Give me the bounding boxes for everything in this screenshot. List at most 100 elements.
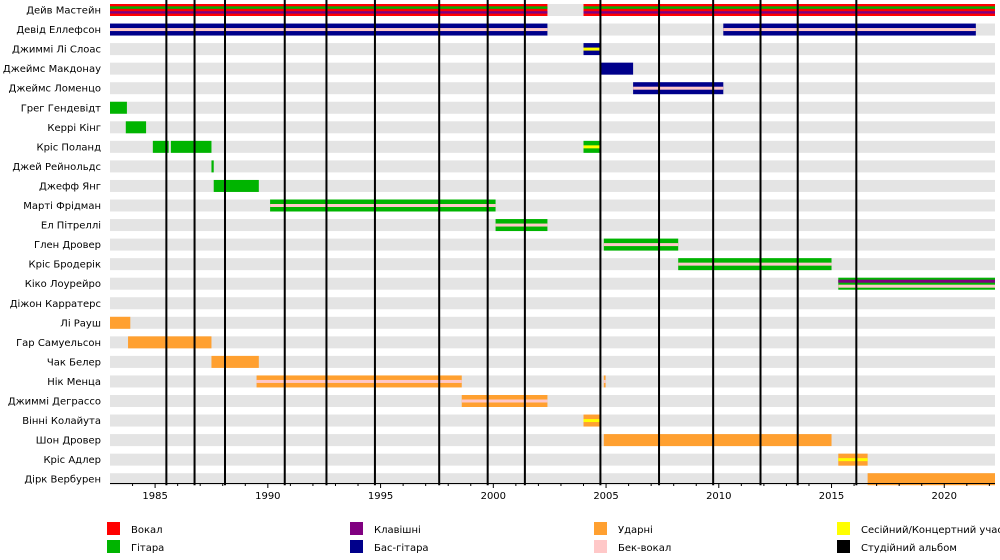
- member-bar: [213, 179, 259, 192]
- bar-backing: [495, 223, 548, 227]
- tick-label: 1985: [142, 491, 167, 502]
- row-stripe: [110, 179, 995, 192]
- tick-label: 2000: [481, 491, 506, 502]
- member-label: Кіко Лоурейро: [25, 278, 101, 290]
- bar-session: [583, 419, 601, 423]
- member-bar: [211, 355, 259, 368]
- legend-label: Бас-гітара: [374, 542, 429, 554]
- row-stripe: [110, 355, 995, 368]
- member-label: Джей Рейнольдс: [12, 162, 101, 173]
- member-label: Джефф Янг: [39, 181, 101, 192]
- member-bar: [110, 4, 548, 16]
- row-stripe: [110, 82, 995, 95]
- legend-swatch: [837, 522, 850, 535]
- row-stripes: [110, 4, 995, 486]
- member-bar: [256, 375, 462, 388]
- bar-vocals: [583, 4, 995, 16]
- x-axis: 1985 1990 1995 2000 2005 2010 2015 2020: [110, 483, 995, 502]
- member-label: Марті Фрідман: [23, 200, 101, 212]
- row-stripe: [110, 473, 995, 486]
- bar-session: [583, 47, 601, 51]
- member-bar: [583, 4, 995, 16]
- bar-session: [838, 458, 868, 462]
- legend: Вокал Гітара Клавішні Бас-гітара Ударні Бек-в…: [107, 522, 1000, 554]
- member-label: Глен Дровер: [34, 240, 101, 251]
- member-label: Девід Еллефсон: [16, 24, 101, 36]
- legend-swatch: [594, 540, 607, 553]
- member-label: Кріс Поланд: [36, 141, 101, 153]
- member-bar: [600, 62, 634, 75]
- bar-guitar: [838, 277, 995, 290]
- bar-guitar: [110, 6, 548, 9]
- row-stripe: [110, 316, 995, 329]
- member-label: Лі Рауш: [60, 317, 101, 329]
- row-stripe: [110, 219, 995, 232]
- member-label: Ел Пітреллі: [41, 220, 101, 232]
- bar-guitar: [211, 160, 214, 173]
- row-stripe: [110, 434, 995, 447]
- member-labels: Дейв Мастейн Девід Еллефсон Джиммі Лі Слоа…: [3, 6, 101, 486]
- row-stripe: [110, 453, 995, 466]
- bar-bass: [600, 62, 634, 75]
- member-bar: [838, 277, 995, 290]
- bar-guitar: [110, 101, 127, 114]
- bar-guitar: [125, 121, 147, 134]
- bar-keys: [110, 11, 548, 14]
- bar-drums: [110, 316, 131, 329]
- album-lines: [165, 0, 858, 486]
- member-label: Нік Менца: [47, 376, 101, 388]
- bar-backing: [723, 28, 976, 32]
- legend-swatch: [594, 522, 607, 535]
- member-label: Джеймс Макдонау: [3, 64, 101, 75]
- member-bar: [603, 238, 679, 251]
- member-bar: [633, 82, 724, 95]
- legend-item-keys: Клавішні: [350, 522, 421, 536]
- bar-backing: [256, 379, 462, 383]
- legend-item-guitar: Гітара: [107, 540, 164, 554]
- bar-backing: [838, 284, 995, 288]
- legend-swatch: [107, 540, 120, 553]
- tick-label: 1990: [255, 491, 280, 502]
- member-bar: [128, 336, 212, 349]
- row-stripe: [110, 43, 995, 56]
- legend-label: Бек-вокал: [618, 543, 671, 554]
- legend-item-vocals: Вокал: [107, 522, 163, 536]
- bar-backing: [270, 204, 496, 207]
- row-stripe: [110, 375, 995, 388]
- member-bar: [495, 219, 548, 232]
- legend-item-bass: Бас-гітара: [350, 540, 429, 554]
- bar-session: [583, 145, 601, 149]
- tick-label: 1995: [368, 491, 393, 502]
- member-bar: [125, 121, 147, 134]
- bar-vocals: [110, 4, 548, 16]
- bar-backing: [110, 28, 548, 32]
- bar-guitar: [583, 6, 995, 9]
- bar-backing: [633, 86, 724, 90]
- legend-label: Вокал: [131, 525, 163, 536]
- member-bar: [583, 414, 601, 427]
- legend-item-backing: Бек-вокал: [594, 540, 671, 554]
- member-label: Дірк Вербурен: [24, 474, 101, 486]
- legend-item-session: Сесійний/Концертний учасник: [837, 522, 1000, 536]
- member-bar: [583, 43, 601, 56]
- member-bar: [110, 23, 548, 36]
- bar-guitar: [152, 140, 169, 153]
- bar-keys: [583, 11, 995, 14]
- tick-label: 2005: [593, 491, 618, 502]
- legend-label: Студійний альбом: [861, 542, 957, 554]
- member-label: Керрі Кінг: [47, 122, 101, 134]
- legend-label: Клавішні: [374, 524, 421, 536]
- member-bar: [170, 140, 212, 153]
- member-bar: [110, 316, 131, 329]
- tick-label: 2015: [819, 491, 844, 502]
- row-stripe: [110, 140, 995, 153]
- row-stripe: [110, 121, 995, 134]
- row-stripe: [110, 414, 995, 427]
- row-stripe: [110, 238, 995, 251]
- bar-drums: [211, 355, 259, 368]
- legend-swatch: [837, 540, 850, 553]
- member-bar: [583, 140, 601, 153]
- row-stripe: [110, 297, 995, 310]
- legend-swatch: [350, 522, 363, 535]
- row-stripe: [110, 199, 995, 212]
